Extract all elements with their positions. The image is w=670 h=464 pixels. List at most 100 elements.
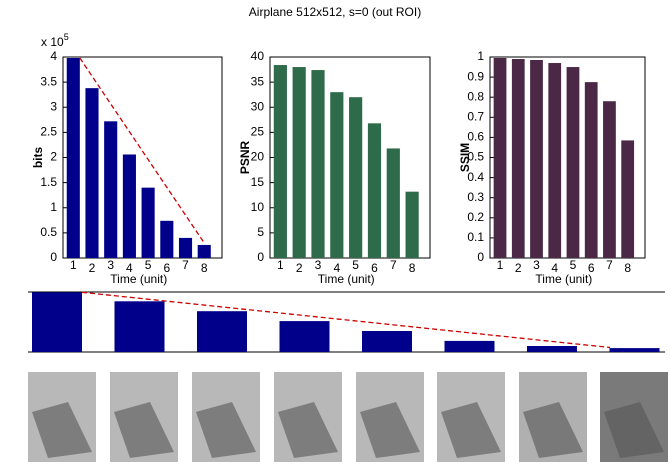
x-tick-label: 2	[515, 261, 522, 275]
bar	[493, 58, 507, 258]
strip-bar	[527, 346, 577, 352]
strip-reference-line	[81, 291, 611, 349]
bar	[367, 123, 382, 258]
y-tick-label: 1	[477, 49, 484, 63]
y-tick-label: 3.5	[40, 74, 57, 88]
x-tick-label: 1	[497, 258, 504, 272]
thumbnail-shape	[604, 402, 664, 458]
bar	[349, 97, 363, 258]
y-axis-label: SSIM	[458, 143, 472, 172]
bar	[584, 82, 598, 258]
strip-bar	[197, 311, 247, 352]
y-axis-label: bits	[31, 147, 45, 169]
x-tick-label: 6	[588, 261, 595, 275]
y-tick-label: 25	[251, 125, 265, 139]
bar	[603, 101, 616, 258]
y-tick-label: 0.1	[467, 230, 484, 244]
y-tick-label: 0.5	[467, 150, 484, 164]
strip-bar	[32, 292, 82, 352]
y-tick-label: 5	[257, 225, 264, 239]
y-tick-label: 10	[251, 200, 265, 214]
strip-bar	[279, 321, 330, 352]
bar	[141, 187, 155, 258]
strip-bar	[362, 331, 412, 352]
x-tick-label: 4	[333, 261, 340, 275]
y-scale-base: x 10	[41, 35, 64, 49]
x-tick-label: 4	[126, 261, 133, 275]
x-tick-label: 4	[551, 261, 558, 275]
thumbnail-shape	[441, 402, 501, 458]
y-tick-label: 20	[251, 150, 265, 164]
x-tick-label: 6	[163, 261, 170, 275]
bar	[330, 92, 344, 258]
bar	[621, 140, 635, 258]
bar	[530, 60, 543, 258]
x-tick-label: 5	[352, 258, 359, 272]
figure-title: Airplane 512x512, s=0 (out ROI)	[249, 5, 421, 19]
thumbnail-shape	[278, 402, 338, 458]
strip-bar	[609, 348, 660, 352]
bar	[197, 244, 211, 258]
y-tick-label: 40	[251, 49, 265, 63]
y-tick-label: 3	[50, 99, 57, 113]
x-axis-label: Time (unit)	[535, 272, 592, 286]
reference-line	[79, 57, 205, 244]
x-tick-label: 2	[89, 261, 96, 275]
bar	[104, 121, 118, 258]
bar	[386, 148, 400, 258]
thumbnail-shape	[114, 402, 174, 458]
bar	[66, 58, 80, 258]
bar	[178, 237, 193, 258]
bar	[548, 63, 562, 258]
y-scale-label: x 105	[41, 32, 69, 49]
x-tick-label: 1	[70, 258, 77, 272]
y-tick-label: 1.5	[40, 175, 57, 189]
y-tick-label: 0.4	[467, 170, 484, 184]
x-tick-label: 8	[624, 261, 631, 275]
y-tick-label: 0	[477, 250, 484, 264]
y-tick-label: 0.5	[40, 225, 57, 239]
x-tick-label: 8	[409, 261, 416, 275]
x-tick-label: 2	[296, 261, 303, 275]
bar	[160, 220, 174, 258]
y-tick-label: 0.2	[467, 210, 484, 224]
bar	[85, 88, 99, 258]
bar	[273, 65, 287, 258]
y-tick-label: 0	[50, 250, 57, 264]
x-tick-label: 3	[533, 258, 540, 272]
x-tick-label: 5	[145, 258, 152, 272]
bar	[292, 67, 306, 258]
y-tick-label: 0.8	[467, 89, 484, 103]
y-axis-label: PSNR	[238, 140, 252, 174]
bar	[566, 67, 580, 258]
y-tick-label: 4	[50, 49, 57, 63]
x-tick-label: 6	[371, 261, 378, 275]
y-tick-label: 2.5	[40, 125, 57, 139]
y-scale-exponent: 5	[64, 32, 69, 42]
x-tick-label: 8	[201, 261, 208, 275]
x-tick-label: 1	[277, 258, 284, 272]
bar	[511, 59, 525, 259]
thumbnail-shape	[523, 402, 583, 458]
x-tick-label: 7	[182, 258, 189, 272]
x-tick-label: 7	[606, 258, 613, 272]
y-tick-label: 0.7	[467, 109, 484, 123]
y-tick-label: 35	[251, 74, 265, 88]
x-tick-label: 3	[315, 258, 322, 272]
x-axis-label: Time (unit)	[318, 272, 375, 286]
x-tick-label: 3	[107, 258, 114, 272]
y-tick-label: 15	[251, 175, 265, 189]
bar	[122, 154, 136, 258]
y-tick-label: 2	[50, 150, 57, 164]
strip-bar	[444, 340, 495, 352]
x-tick-label: 7	[390, 258, 397, 272]
y-tick-label: 0.9	[467, 69, 484, 83]
y-tick-label: 0	[257, 250, 264, 264]
y-tick-label: 0.6	[467, 130, 484, 144]
thumbnail-shape	[360, 402, 420, 458]
thumbnail-shape	[32, 402, 92, 458]
bar	[311, 70, 325, 258]
bar	[405, 191, 419, 258]
